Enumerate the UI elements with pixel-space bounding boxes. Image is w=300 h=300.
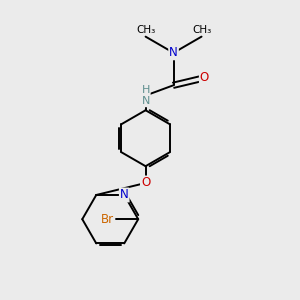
- Text: N: N: [120, 188, 129, 202]
- Text: Br: Br: [101, 213, 114, 226]
- Text: CH₃: CH₃: [192, 25, 211, 34]
- Text: O: O: [141, 176, 150, 190]
- Text: CH₃: CH₃: [136, 25, 155, 34]
- Text: H
N: H N: [141, 85, 150, 106]
- Text: O: O: [200, 71, 209, 84]
- Text: N: N: [169, 46, 178, 59]
